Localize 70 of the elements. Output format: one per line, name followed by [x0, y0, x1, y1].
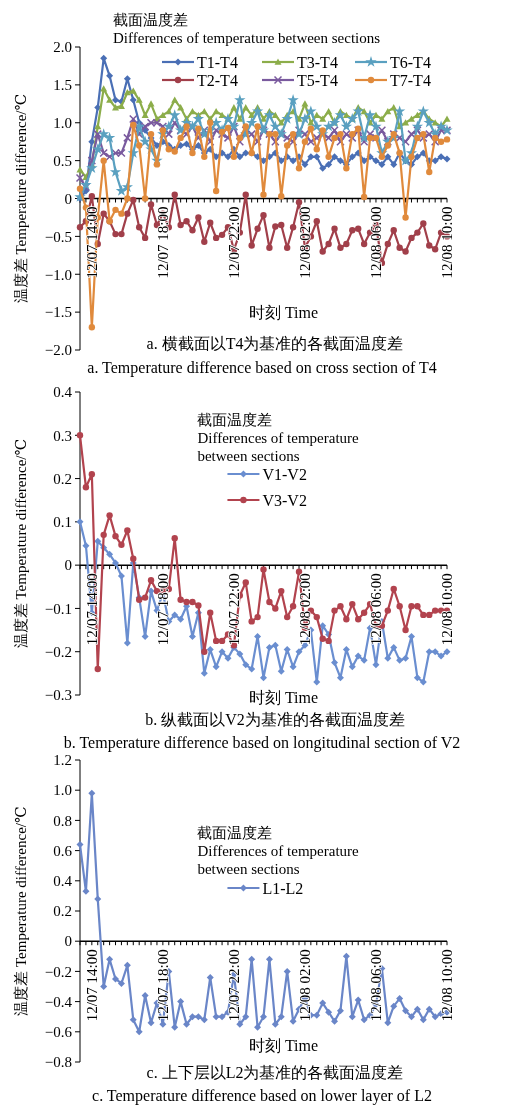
legend-label: V3-V2: [262, 491, 307, 509]
y-tick-label: 0: [64, 557, 72, 574]
y-axis-title: 温度差 Temperature difference/℃: [13, 806, 29, 1016]
x-tick-label: 12/07 18:00: [154, 206, 171, 279]
legend-label: T7-T4: [390, 71, 431, 89]
y-tick-label: −0.1: [44, 600, 72, 617]
y-tick-label: −2.0: [44, 342, 72, 359]
text: c. Temperature difference based on lower layer of L2: [92, 1087, 432, 1105]
legend-title: 截面温度差 Differences of temperature between sections: [113, 12, 381, 47]
y-tick-label: 0.1: [53, 514, 72, 531]
y-tick-label: −0.2: [44, 963, 72, 980]
y-tick-label: 0.2: [53, 903, 72, 920]
y-tick-label: −0.8: [44, 1054, 72, 1071]
text: b. 纵截面以V2为基准的各截面温度差: [145, 711, 405, 728]
x-axis-title: 时刻 Time: [248, 304, 319, 321]
y-tick-label: 2.0: [53, 39, 72, 56]
x-tick-label: 12/07 22:00: [225, 949, 242, 1022]
legend-label: T6-T4: [390, 53, 431, 71]
x-tick-label: 12/07 22:00: [225, 573, 242, 646]
x-tick-label: 12/07 18:00: [154, 573, 171, 646]
y-tick-label: 0.2: [53, 470, 72, 487]
x-tick-label: 12/07 14:00: [83, 949, 100, 1022]
text: b. Temperature difference based on longitudinal section of V2: [63, 734, 461, 752]
legend-label: V1-V2: [262, 465, 307, 483]
y-tick-label: −0.3: [44, 687, 72, 704]
y-tick-label: 0.4: [53, 384, 73, 401]
y-axis-title: 温度差 Temperature difference/℃: [13, 93, 29, 304]
y-tick-label: −1.5: [44, 304, 72, 321]
y-tick-label: −0.4: [44, 993, 73, 1010]
y-tick-label: 0.5: [53, 152, 72, 169]
y-tick-label: 1.0: [53, 782, 72, 799]
x-tick-label: 12/08 06:00: [367, 206, 384, 279]
legend-title: 截面温度差 Differences of temperature between sections: [197, 825, 360, 878]
x-tick-label: 12/08 02:00: [296, 949, 313, 1022]
x-tick-label: 12/08 02:00: [296, 206, 313, 279]
text: c. 上下层以L2为基准的各截面温度差: [146, 1064, 404, 1081]
x-tick-label: 12/08 06:00: [367, 949, 384, 1022]
x-axis-title: 时刻 Time: [248, 1037, 319, 1054]
y-tick-label: −0.2: [44, 643, 72, 660]
legend-label: L1-L2: [262, 879, 304, 897]
legend-label: T5-T4: [297, 71, 338, 89]
y-tick-label: 1.0: [53, 115, 72, 131]
y-tick-label: 0: [64, 190, 72, 207]
legend-label: T2-T4: [197, 71, 238, 89]
y-tick-label: −0.6: [44, 1024, 73, 1041]
x-tick-label: 12/08 10:00: [439, 949, 455, 1022]
y-tick-label: 0: [64, 933, 72, 950]
x-tick-label: 12/07 18:00: [154, 949, 171, 1022]
x-axis-title: 时刻 Time: [248, 689, 319, 706]
x-tick-label: 12/08 10:00: [439, 573, 455, 646]
x-tick-label: 12/07 14:00: [83, 206, 100, 279]
x-tick-label: 12/08 06:00: [367, 573, 384, 646]
legend-label: T1-T4: [197, 53, 238, 71]
y-tick-label: 0.6: [53, 842, 73, 859]
x-tick-label: 12/07 22:00: [225, 206, 242, 279]
y-tick-label: 0.8: [53, 812, 72, 829]
y-tick-label: −0.5: [44, 228, 72, 245]
y-tick-label: −1.0: [44, 266, 72, 283]
x-tick-label: 12/08 02:00: [296, 573, 313, 646]
legend-title: 截面温度差 Differences of temperature between sections: [197, 412, 360, 465]
x-tick-label: 12/08 10:00: [439, 206, 455, 279]
x-tick-label: 12/07 14:00: [83, 573, 100, 646]
y-tick-label: 0.3: [53, 427, 72, 444]
legend-label: T3-T4: [297, 53, 338, 71]
y-tick-label: 1.2: [53, 752, 72, 769]
y-tick-label: 0.4: [53, 873, 73, 890]
y-axis-title: 温度差 Temperature difference/℃: [13, 438, 29, 649]
y-tick-label: 1.5: [53, 77, 72, 94]
text: a. Temperature difference based on cross section of T4: [87, 359, 437, 377]
text: a. 横截面以T4为基准的各截面温度差: [146, 335, 404, 352]
